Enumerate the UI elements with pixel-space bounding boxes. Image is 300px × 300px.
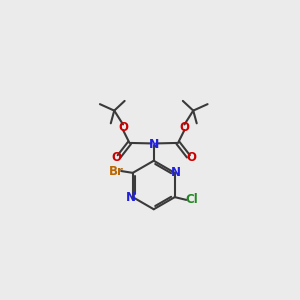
- Text: O: O: [186, 151, 197, 164]
- Text: O: O: [118, 121, 128, 134]
- Text: O: O: [179, 121, 190, 134]
- Text: Br: Br: [109, 164, 124, 178]
- Text: N: N: [171, 167, 182, 179]
- Text: N: N: [148, 138, 159, 151]
- Text: N: N: [126, 190, 136, 204]
- Text: Cl: Cl: [185, 194, 198, 206]
- Text: O: O: [111, 151, 121, 164]
